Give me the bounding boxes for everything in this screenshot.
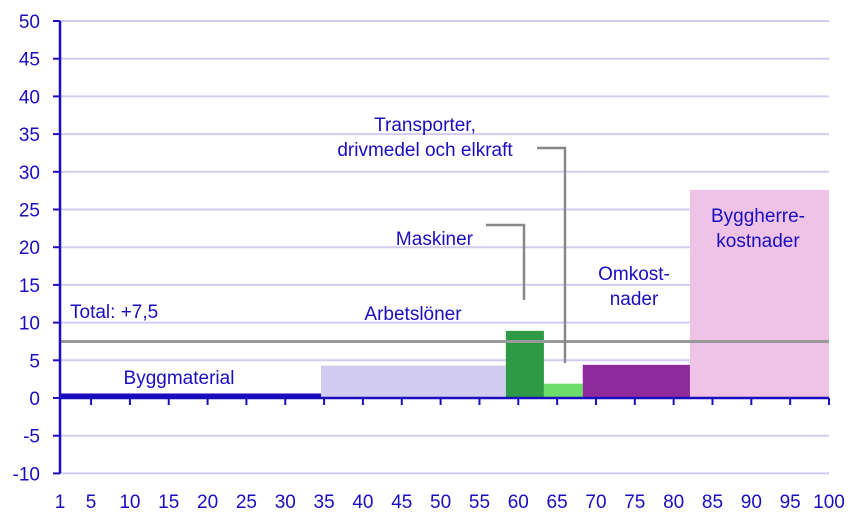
x-tick-label: 90	[741, 492, 762, 513]
y-tick-label: 40	[19, 87, 40, 108]
omkostnader-label-line1: Omkost-	[598, 264, 670, 285]
y-tick-label: 25	[19, 201, 40, 222]
label-connectors	[486, 146, 567, 363]
x-tick-label: 95	[780, 492, 801, 513]
byggmaterial-label: Byggmaterial	[124, 368, 235, 389]
omkostnader-label-line2: nader	[610, 289, 659, 310]
transporter-connector	[537, 146, 567, 363]
annotations: Total: +7,5 Byggmaterial Arbetslöner Mas…	[70, 115, 805, 389]
x-tick-label: 30	[275, 492, 296, 513]
x-tick-label: 5	[86, 492, 97, 513]
byggherre-label-line1: Byggherre-	[711, 206, 805, 227]
y-tick-label: 10	[19, 314, 40, 335]
x-tick-label: 50	[430, 492, 451, 513]
x-tick-label: 80	[663, 492, 684, 513]
x-tick-label: 70	[585, 492, 606, 513]
y-tick-label: 0	[29, 389, 40, 410]
x-tick-label: 100	[813, 492, 845, 513]
bar-byggherrekostnader	[689, 189, 829, 398]
bar-transporter-drivmedel-och-elkraft	[543, 383, 583, 398]
bar-omkostnader	[582, 364, 690, 398]
x-axis-tick-labels: 1 5 10 15 20 25 30 35 40 45 50 55 60 65 70 75 80 85 90 95 10…	[55, 492, 845, 513]
y-tick-label: 50	[19, 12, 40, 33]
x-tick-label: 10	[119, 492, 140, 513]
transporter-label-line1: Transporter,	[374, 115, 476, 136]
bars	[60, 189, 829, 398]
maskiner-connector	[486, 223, 526, 300]
x-tick-label: 60	[508, 492, 529, 513]
x-tick-label: 65	[547, 492, 568, 513]
x-tick-label: 1	[55, 492, 66, 513]
transporter-label-line2: drivmedel och elkraft	[337, 140, 513, 161]
x-tick-label: 15	[158, 492, 179, 513]
y-tick-label: 15	[19, 276, 40, 297]
y-tick-label: 5	[29, 351, 40, 372]
x-tick-label: 85	[702, 492, 723, 513]
byggherre-label-line2: kostnader	[716, 231, 800, 252]
bar-byggmaterial	[60, 393, 321, 398]
y-tick-label: 35	[19, 125, 40, 146]
arbetsloner-label: Arbetslöner	[364, 304, 462, 325]
bar-arbetslöner	[320, 365, 506, 398]
x-tick-label: 40	[352, 492, 373, 513]
x-tick-label: 25	[236, 492, 257, 513]
x-tick-label: 75	[624, 492, 645, 513]
total-label: Total: +7,5	[70, 302, 158, 323]
axes	[53, 20, 830, 475]
maskiner-label: Maskiner	[396, 229, 474, 250]
x-tick-label: 45	[391, 492, 412, 513]
y-tick-label: 30	[19, 163, 40, 184]
y-tick-label: 45	[19, 50, 40, 71]
x-tick-label: 35	[314, 492, 335, 513]
y-tick-label: -5	[23, 427, 40, 448]
y-tick-label: -10	[13, 464, 40, 485]
x-tick-label: 55	[469, 492, 490, 513]
y-tick-label: 20	[19, 238, 40, 259]
x-tick-label: 20	[197, 492, 218, 513]
